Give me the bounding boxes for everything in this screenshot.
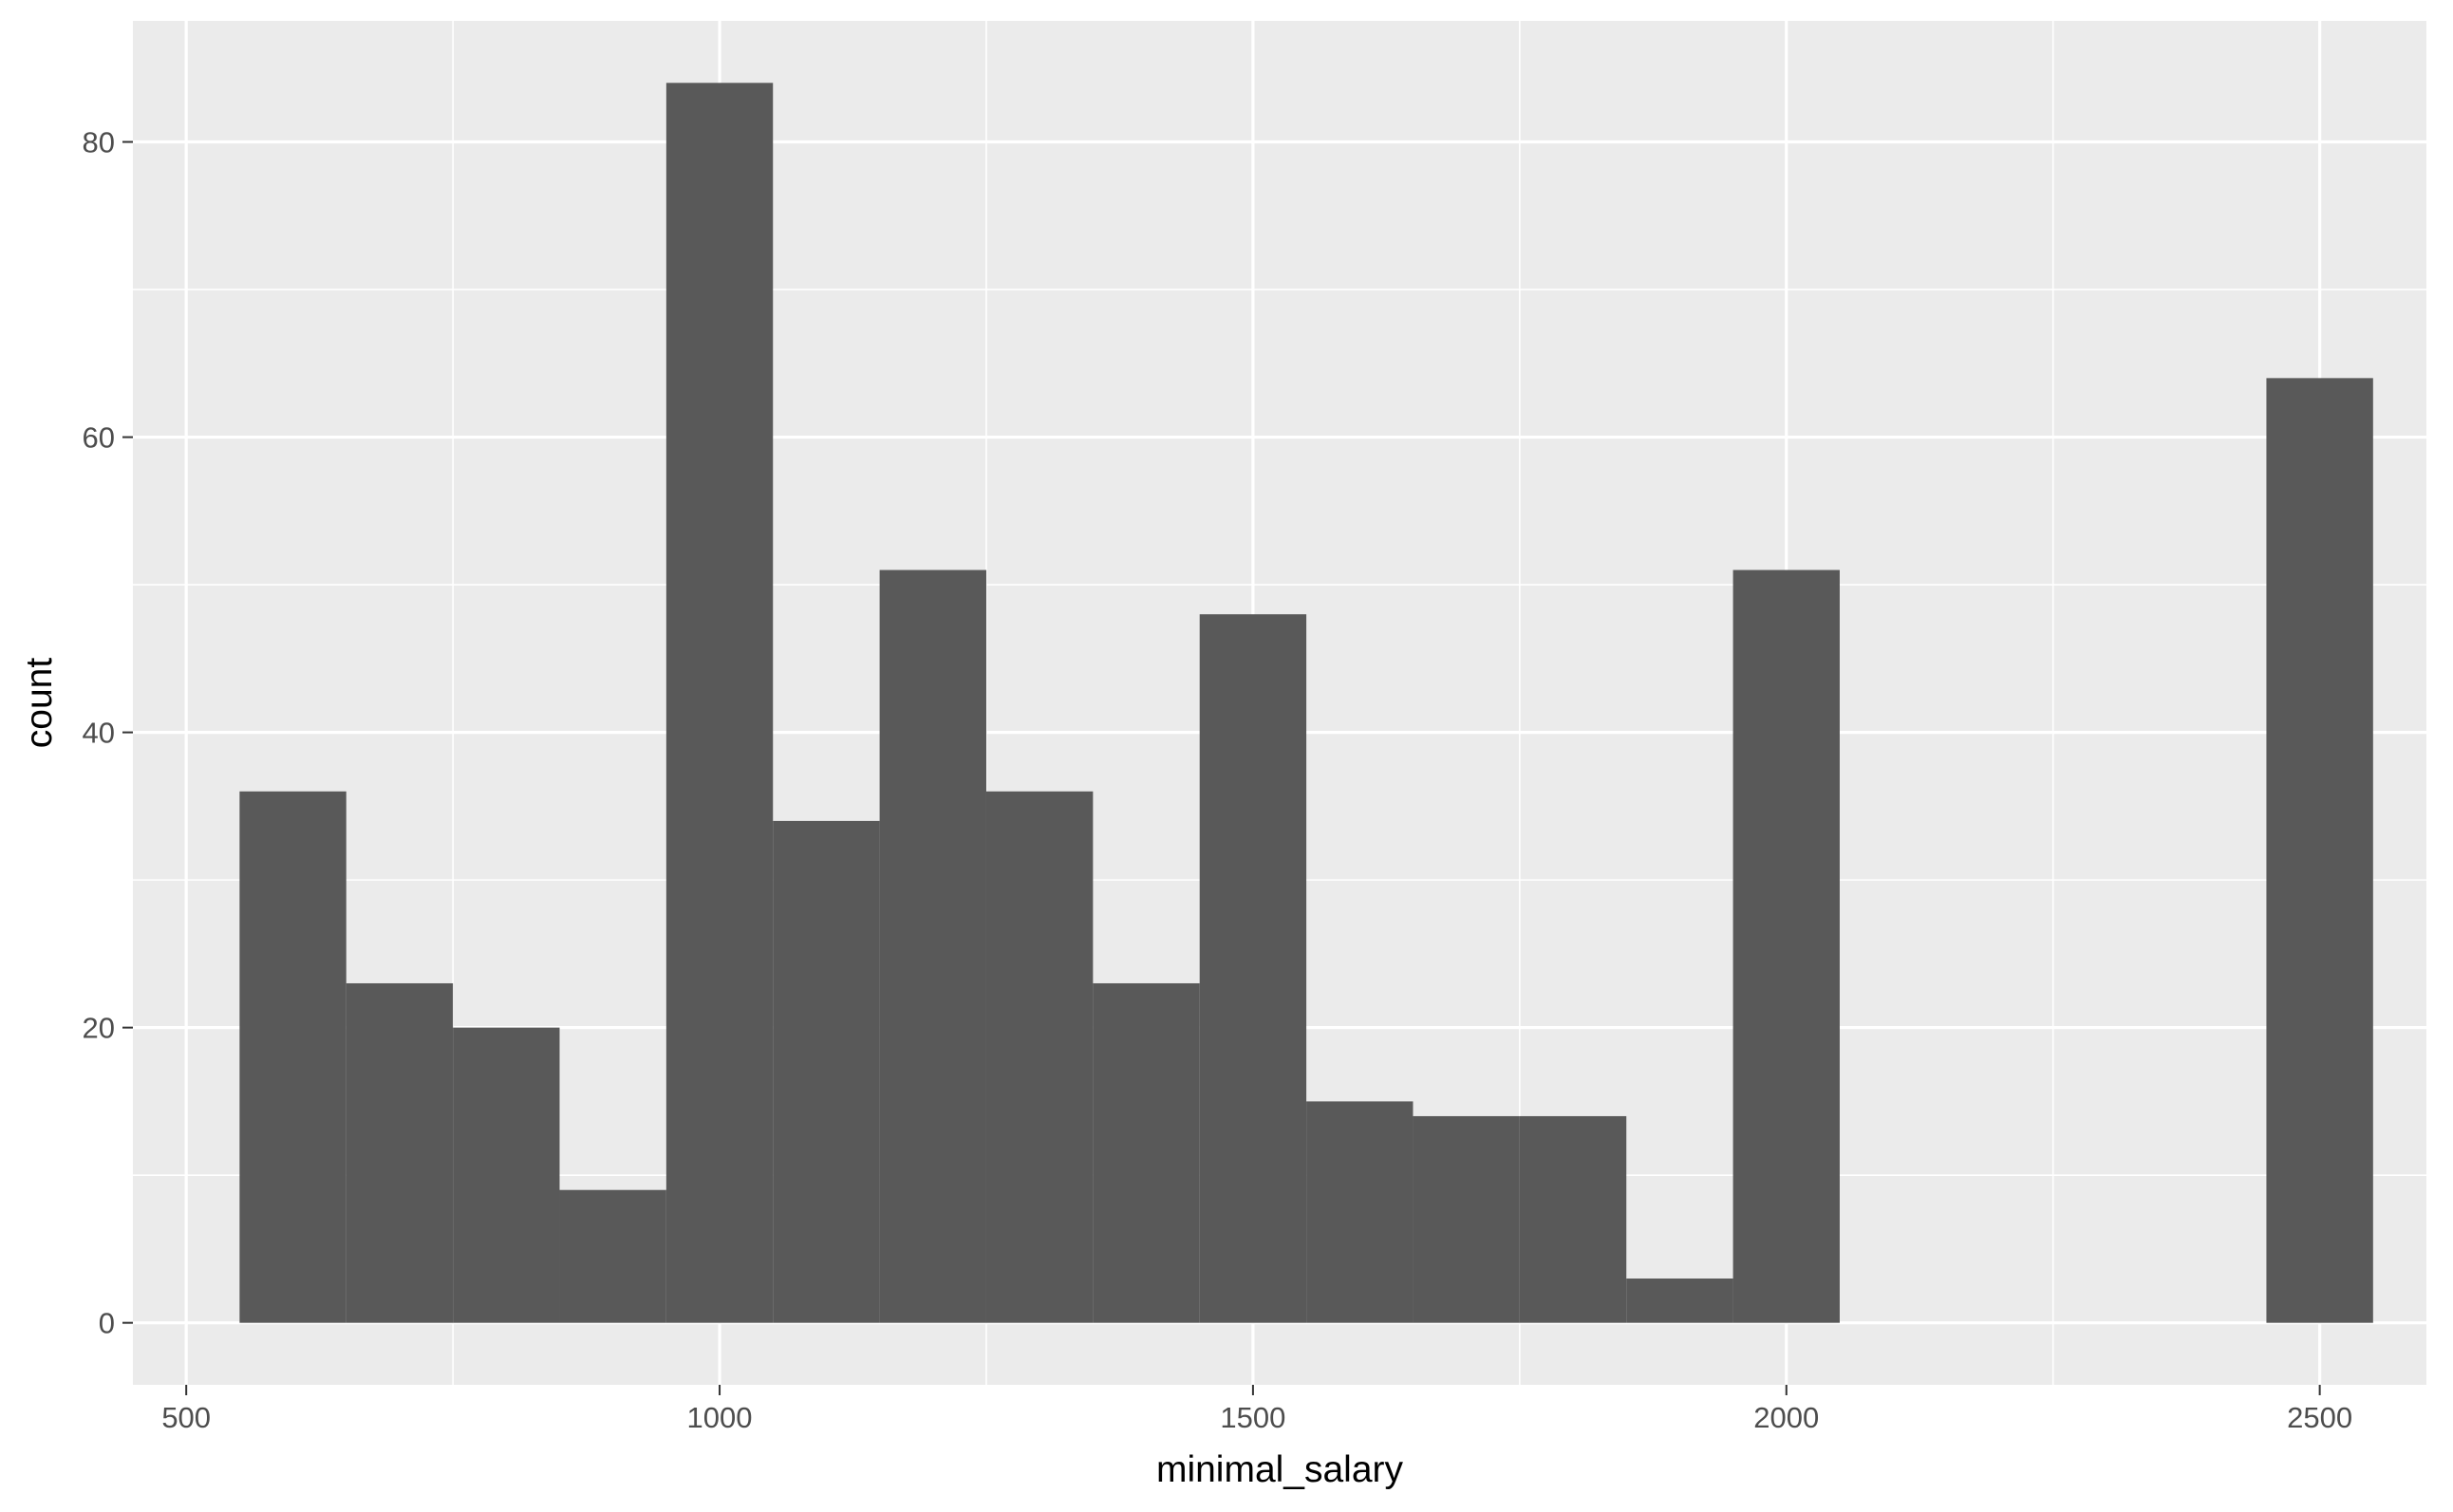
histogram-bar xyxy=(985,791,1094,1323)
histogram-bar xyxy=(1732,569,1840,1323)
x-tick-label: 1000 xyxy=(687,1401,753,1434)
histogram-bar xyxy=(879,569,986,1323)
y-tick-label: 60 xyxy=(83,421,115,455)
y-tick-label: 80 xyxy=(83,126,115,159)
y-tick-label: 20 xyxy=(83,1012,115,1045)
histogram-bar xyxy=(665,83,774,1323)
x-tick-label: 1500 xyxy=(1220,1401,1285,1434)
x-tick-label: 2500 xyxy=(2287,1401,2352,1434)
histogram-bar xyxy=(1519,1115,1627,1323)
histogram-bar xyxy=(1093,982,1200,1323)
histogram-bar xyxy=(1413,1115,1520,1323)
y-axis-ticks: 0 20 40 60 80 xyxy=(83,126,133,1340)
y-tick-label: 40 xyxy=(83,717,115,750)
histogram-bar xyxy=(559,1189,666,1323)
x-axis-title: minimal_salary xyxy=(1156,1449,1404,1490)
histogram-bar xyxy=(1306,1101,1414,1323)
histogram-bar xyxy=(773,820,880,1323)
x-axis-ticks: 500 1000 1500 2000 2500 xyxy=(161,1385,2352,1434)
histogram-bar xyxy=(453,1027,560,1323)
histogram-bar xyxy=(346,982,454,1323)
x-tick-label: 2000 xyxy=(1753,1401,1819,1434)
y-tick-label: 0 xyxy=(99,1307,115,1340)
y-axis-title: count xyxy=(19,658,60,749)
histogram-bar xyxy=(2266,378,2373,1323)
histogram-bar xyxy=(239,791,346,1323)
histogram-bars xyxy=(239,83,2373,1323)
x-tick-label: 500 xyxy=(161,1401,211,1434)
histogram-bar xyxy=(1626,1279,1733,1323)
histogram-bar xyxy=(1199,614,1307,1323)
